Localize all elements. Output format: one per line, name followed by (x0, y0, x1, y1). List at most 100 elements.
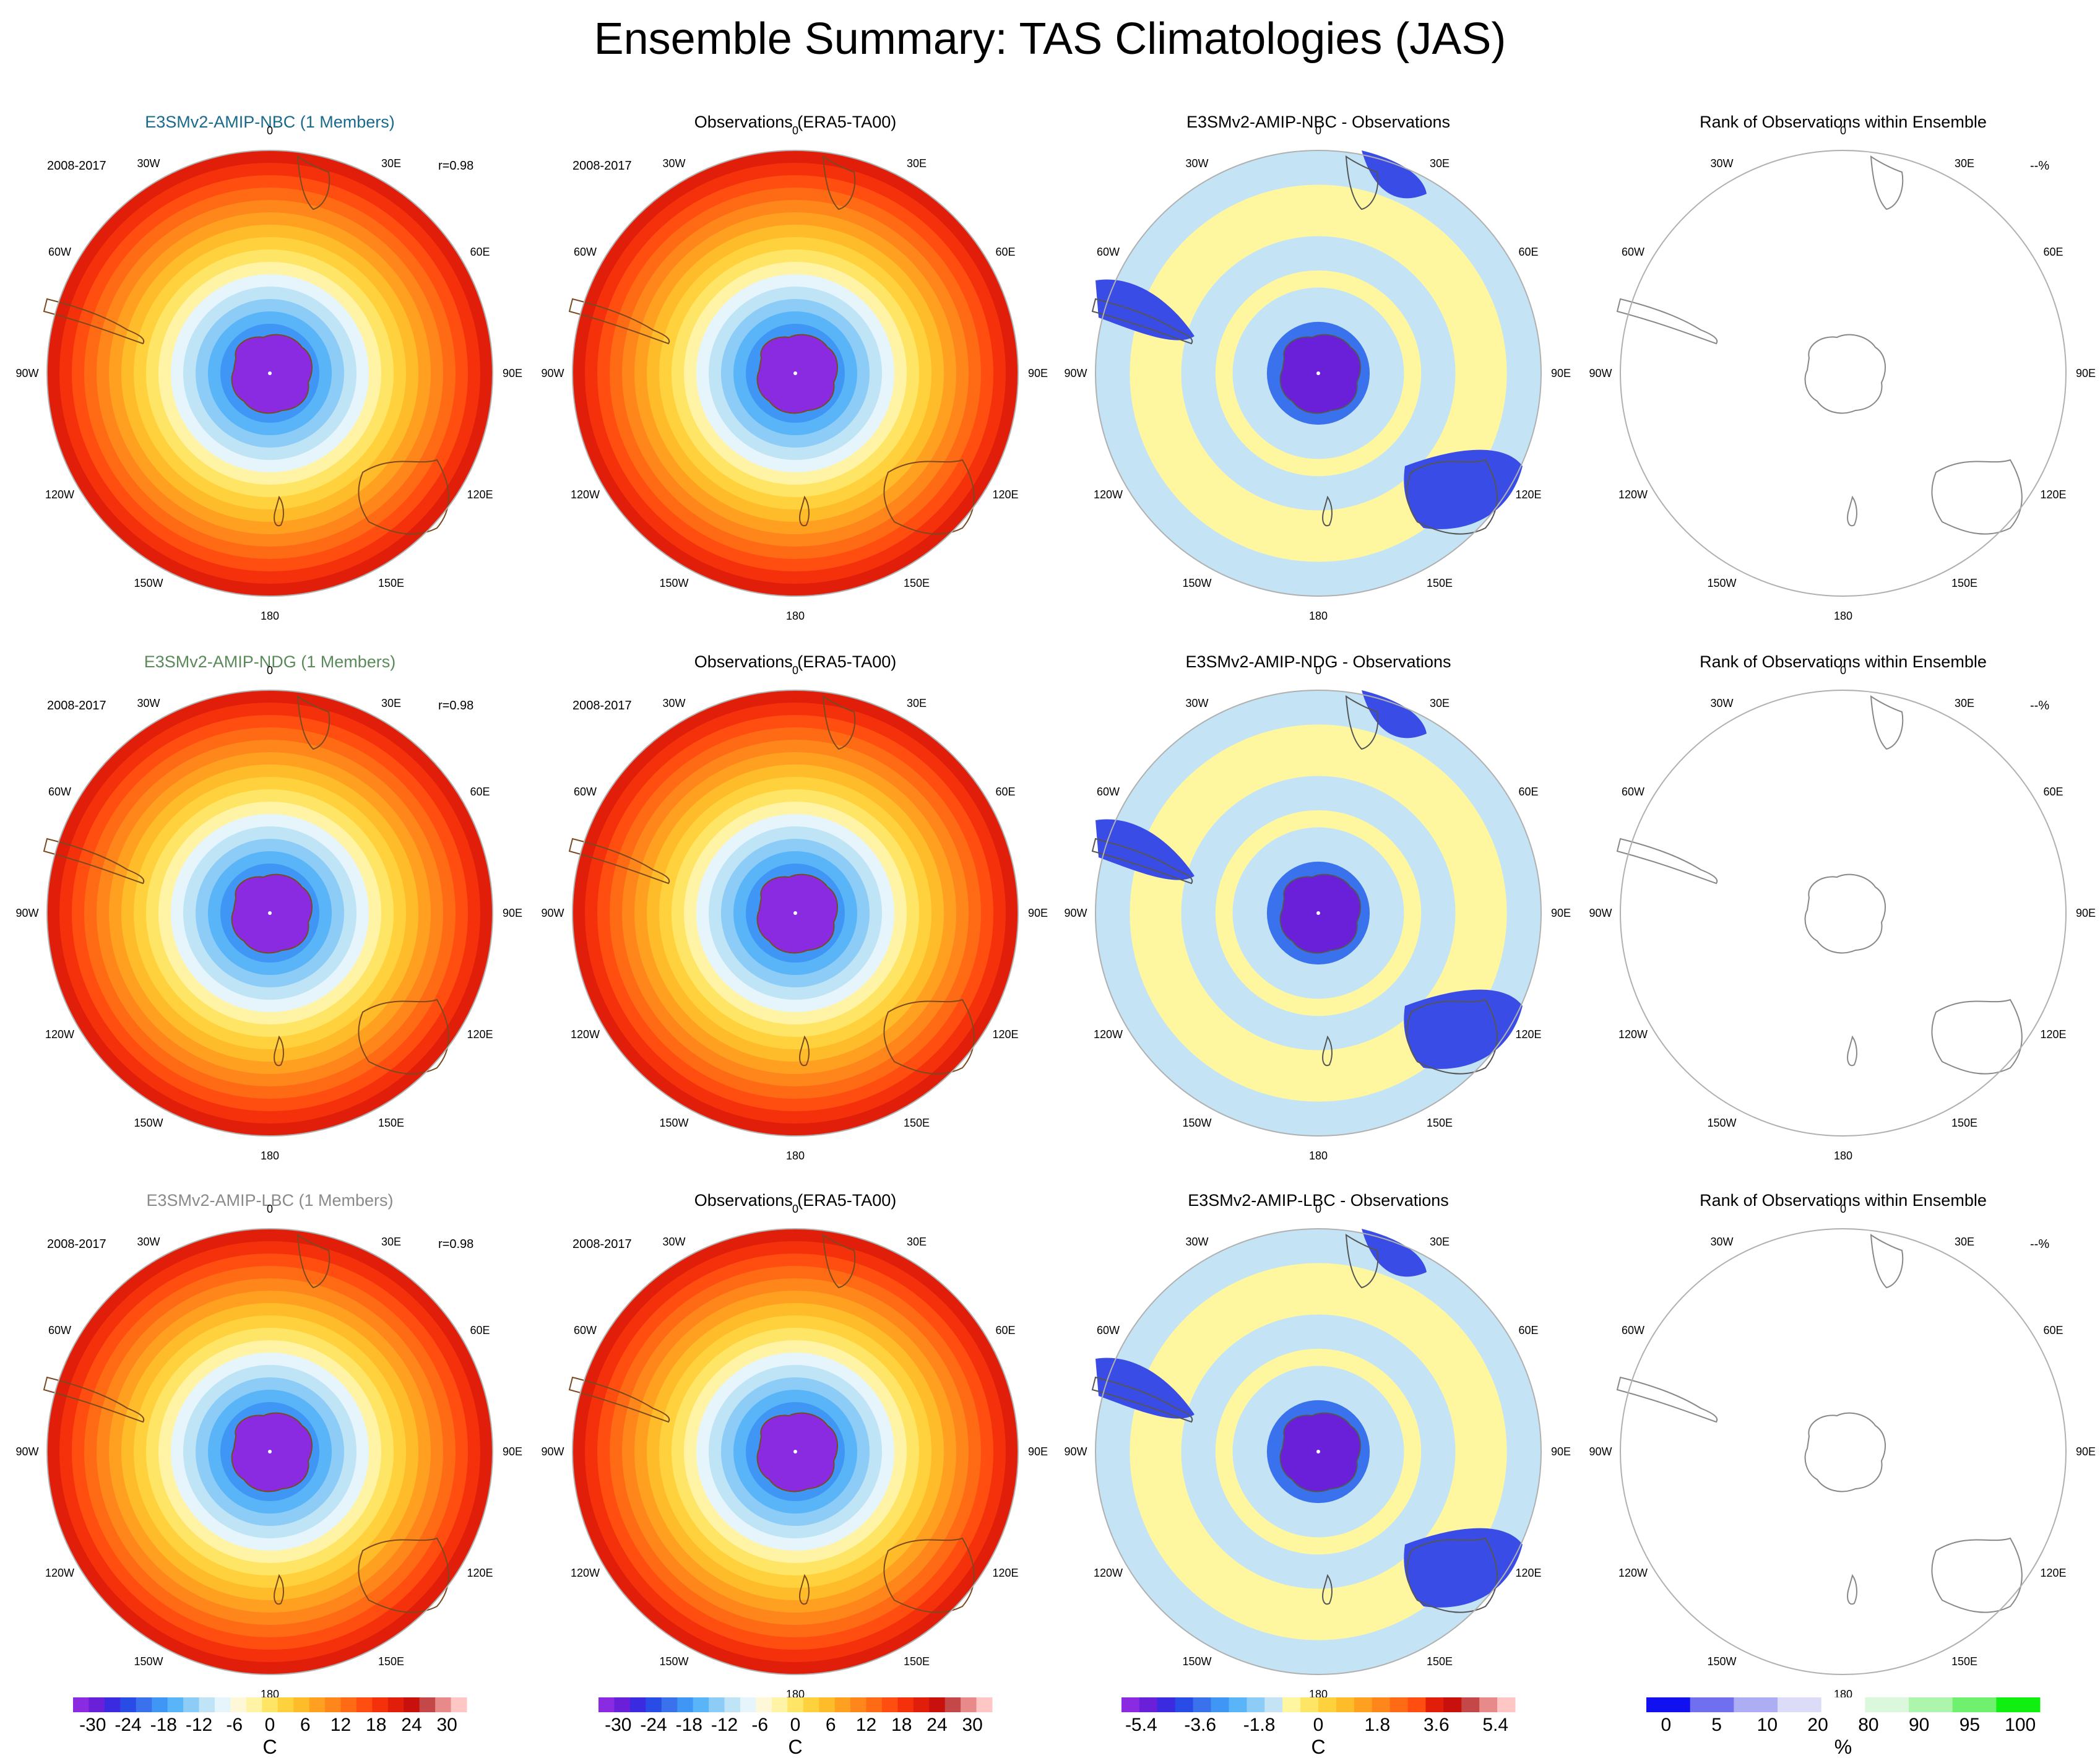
colorbar-swatch (976, 1697, 993, 1712)
colorbar-swatch (598, 1697, 615, 1712)
longitude-label: 180 (1833, 610, 1853, 622)
colorbar-swatch (372, 1697, 389, 1712)
south-pole-marker (793, 1450, 797, 1453)
colorbar-unit: C (262, 1736, 277, 1758)
longitude-label: 90E (1027, 367, 1048, 379)
longitude-label: 150W (134, 1655, 163, 1668)
longitude-label: 60W (1097, 786, 1120, 798)
rank-panel-title: Rank of Observations within Ensemble (1700, 652, 1987, 671)
colorbar-tick-label: 3.6 (1423, 1715, 1450, 1735)
colorbar-swatch (246, 1697, 262, 1712)
longitude-label: 30E (381, 696, 402, 709)
colorbar-swatch (913, 1697, 930, 1712)
colorbar-swatch (104, 1697, 121, 1712)
correlation-label: r=0.98 (438, 1237, 474, 1251)
colorbar-swatch (230, 1697, 247, 1712)
antarctica-outline (1279, 873, 1361, 954)
colorbar-tick-label: -3.6 (1184, 1715, 1217, 1735)
africa-outline (1345, 155, 1379, 210)
south-america-outline (43, 1376, 145, 1423)
south-america-outline (43, 298, 145, 345)
colorbar-tick-label: 30 (962, 1715, 983, 1735)
longitude-label: 150E (903, 1655, 930, 1668)
new-zealand-outline (1322, 495, 1333, 527)
period-label: 2008-2017 (573, 1237, 632, 1251)
longitude-label: 120W (45, 1567, 75, 1579)
rank-value-label: --% (2030, 699, 2050, 713)
anomaly-blob-australia (1404, 989, 1523, 1069)
longitude-label: 120E (2040, 488, 2067, 501)
longitude-label: 150E (378, 577, 405, 590)
longitude-label: 120W (1094, 1028, 1123, 1041)
antarctica-outline (756, 873, 838, 954)
colorbar-swatch (325, 1697, 341, 1712)
south-pole-marker (268, 371, 272, 375)
map-border (46, 1228, 493, 1675)
longitude-label: 60W (574, 786, 597, 798)
longitude-label: 0 (1839, 664, 1846, 677)
colorbar-swatch (1264, 1697, 1283, 1712)
longitude-label: 180 (260, 610, 280, 622)
coastlines (1091, 155, 1498, 535)
africa-outline (1870, 155, 1904, 210)
longitude-label: 30E (381, 157, 402, 170)
longitude-label: 120W (571, 1567, 600, 1579)
longitude-label: 120E (2040, 1567, 2067, 1579)
map-background (1620, 690, 2066, 1136)
longitude-label: 90E (502, 907, 523, 919)
colorbar-swatch (1996, 1697, 2041, 1712)
map-border (1095, 1228, 1542, 1675)
south-pole-marker (1316, 1450, 1320, 1453)
longitude-label: 90E (1027, 1445, 1048, 1458)
south-america-outline (1616, 838, 1718, 885)
colorbar-swatch (1247, 1697, 1265, 1712)
longitude-label: 60E (995, 246, 1016, 258)
longitude-label: 90E (2075, 367, 2096, 379)
rank-value-label: --% (2030, 1237, 2050, 1251)
longitude-label: 90W (15, 367, 39, 379)
colorbar-swatch (944, 1697, 961, 1712)
south-america-outline (1616, 1376, 1718, 1423)
longitude-label: 60E (995, 1324, 1016, 1336)
longitude-label: 150W (1182, 1655, 1212, 1668)
colorbar-swatch (1139, 1697, 1158, 1712)
longitude-label: 180 (785, 610, 805, 622)
colorbar-swatch (819, 1697, 836, 1712)
coastlines (43, 695, 449, 1075)
africa-outline (1870, 1234, 1904, 1289)
antarctica-outline (1279, 334, 1361, 414)
africa-outline (822, 695, 856, 750)
longitude-label: 0 (1315, 664, 1321, 677)
south-pole-marker (1316, 371, 1320, 375)
colorbar-swatch (1300, 1697, 1319, 1712)
new-zealand-outline (1847, 1574, 1857, 1605)
colorbar-swatch (1354, 1697, 1373, 1712)
longitude-label: 150E (1951, 1655, 1978, 1668)
colorbar-swatch (340, 1697, 357, 1712)
antarctica-outline (756, 1412, 838, 1492)
longitude-label: 30W (1710, 157, 1734, 170)
colorbar-tick-label: 10 (1756, 1715, 1778, 1735)
coastlines (43, 155, 449, 535)
longitude-label: 120E (2040, 1028, 2067, 1041)
colorbar-tick-label: 6 (300, 1715, 311, 1735)
longitude-label: 30W (1710, 696, 1734, 709)
map-border (572, 690, 1019, 1137)
colorbar-swatch (756, 1697, 772, 1712)
colorbar-tick-label: 1.8 (1364, 1715, 1391, 1735)
colorbar-swatch (834, 1697, 851, 1712)
longitude-label: 60E (1518, 786, 1539, 798)
new-zealand-outline (799, 1035, 810, 1067)
longitude-label: 180 (260, 1150, 280, 1162)
rank-panel-title: Rank of Observations within Ensemble (1700, 1191, 1987, 1210)
colorbar-tick-label: 90 (1908, 1715, 1930, 1735)
longitude-label: 90W (1589, 907, 1612, 919)
colorbar-tick-label: 24 (927, 1715, 948, 1735)
africa-outline (822, 155, 856, 210)
africa-outline (1345, 1234, 1379, 1289)
coastlines (1091, 1234, 1498, 1613)
africa-outline (1870, 695, 1904, 750)
obs-panel-title: Observations (ERA5-TA00) (694, 1191, 897, 1210)
longitude-label: 180 (1833, 1150, 1853, 1162)
anomaly-blob-south-america (1095, 1358, 1195, 1419)
